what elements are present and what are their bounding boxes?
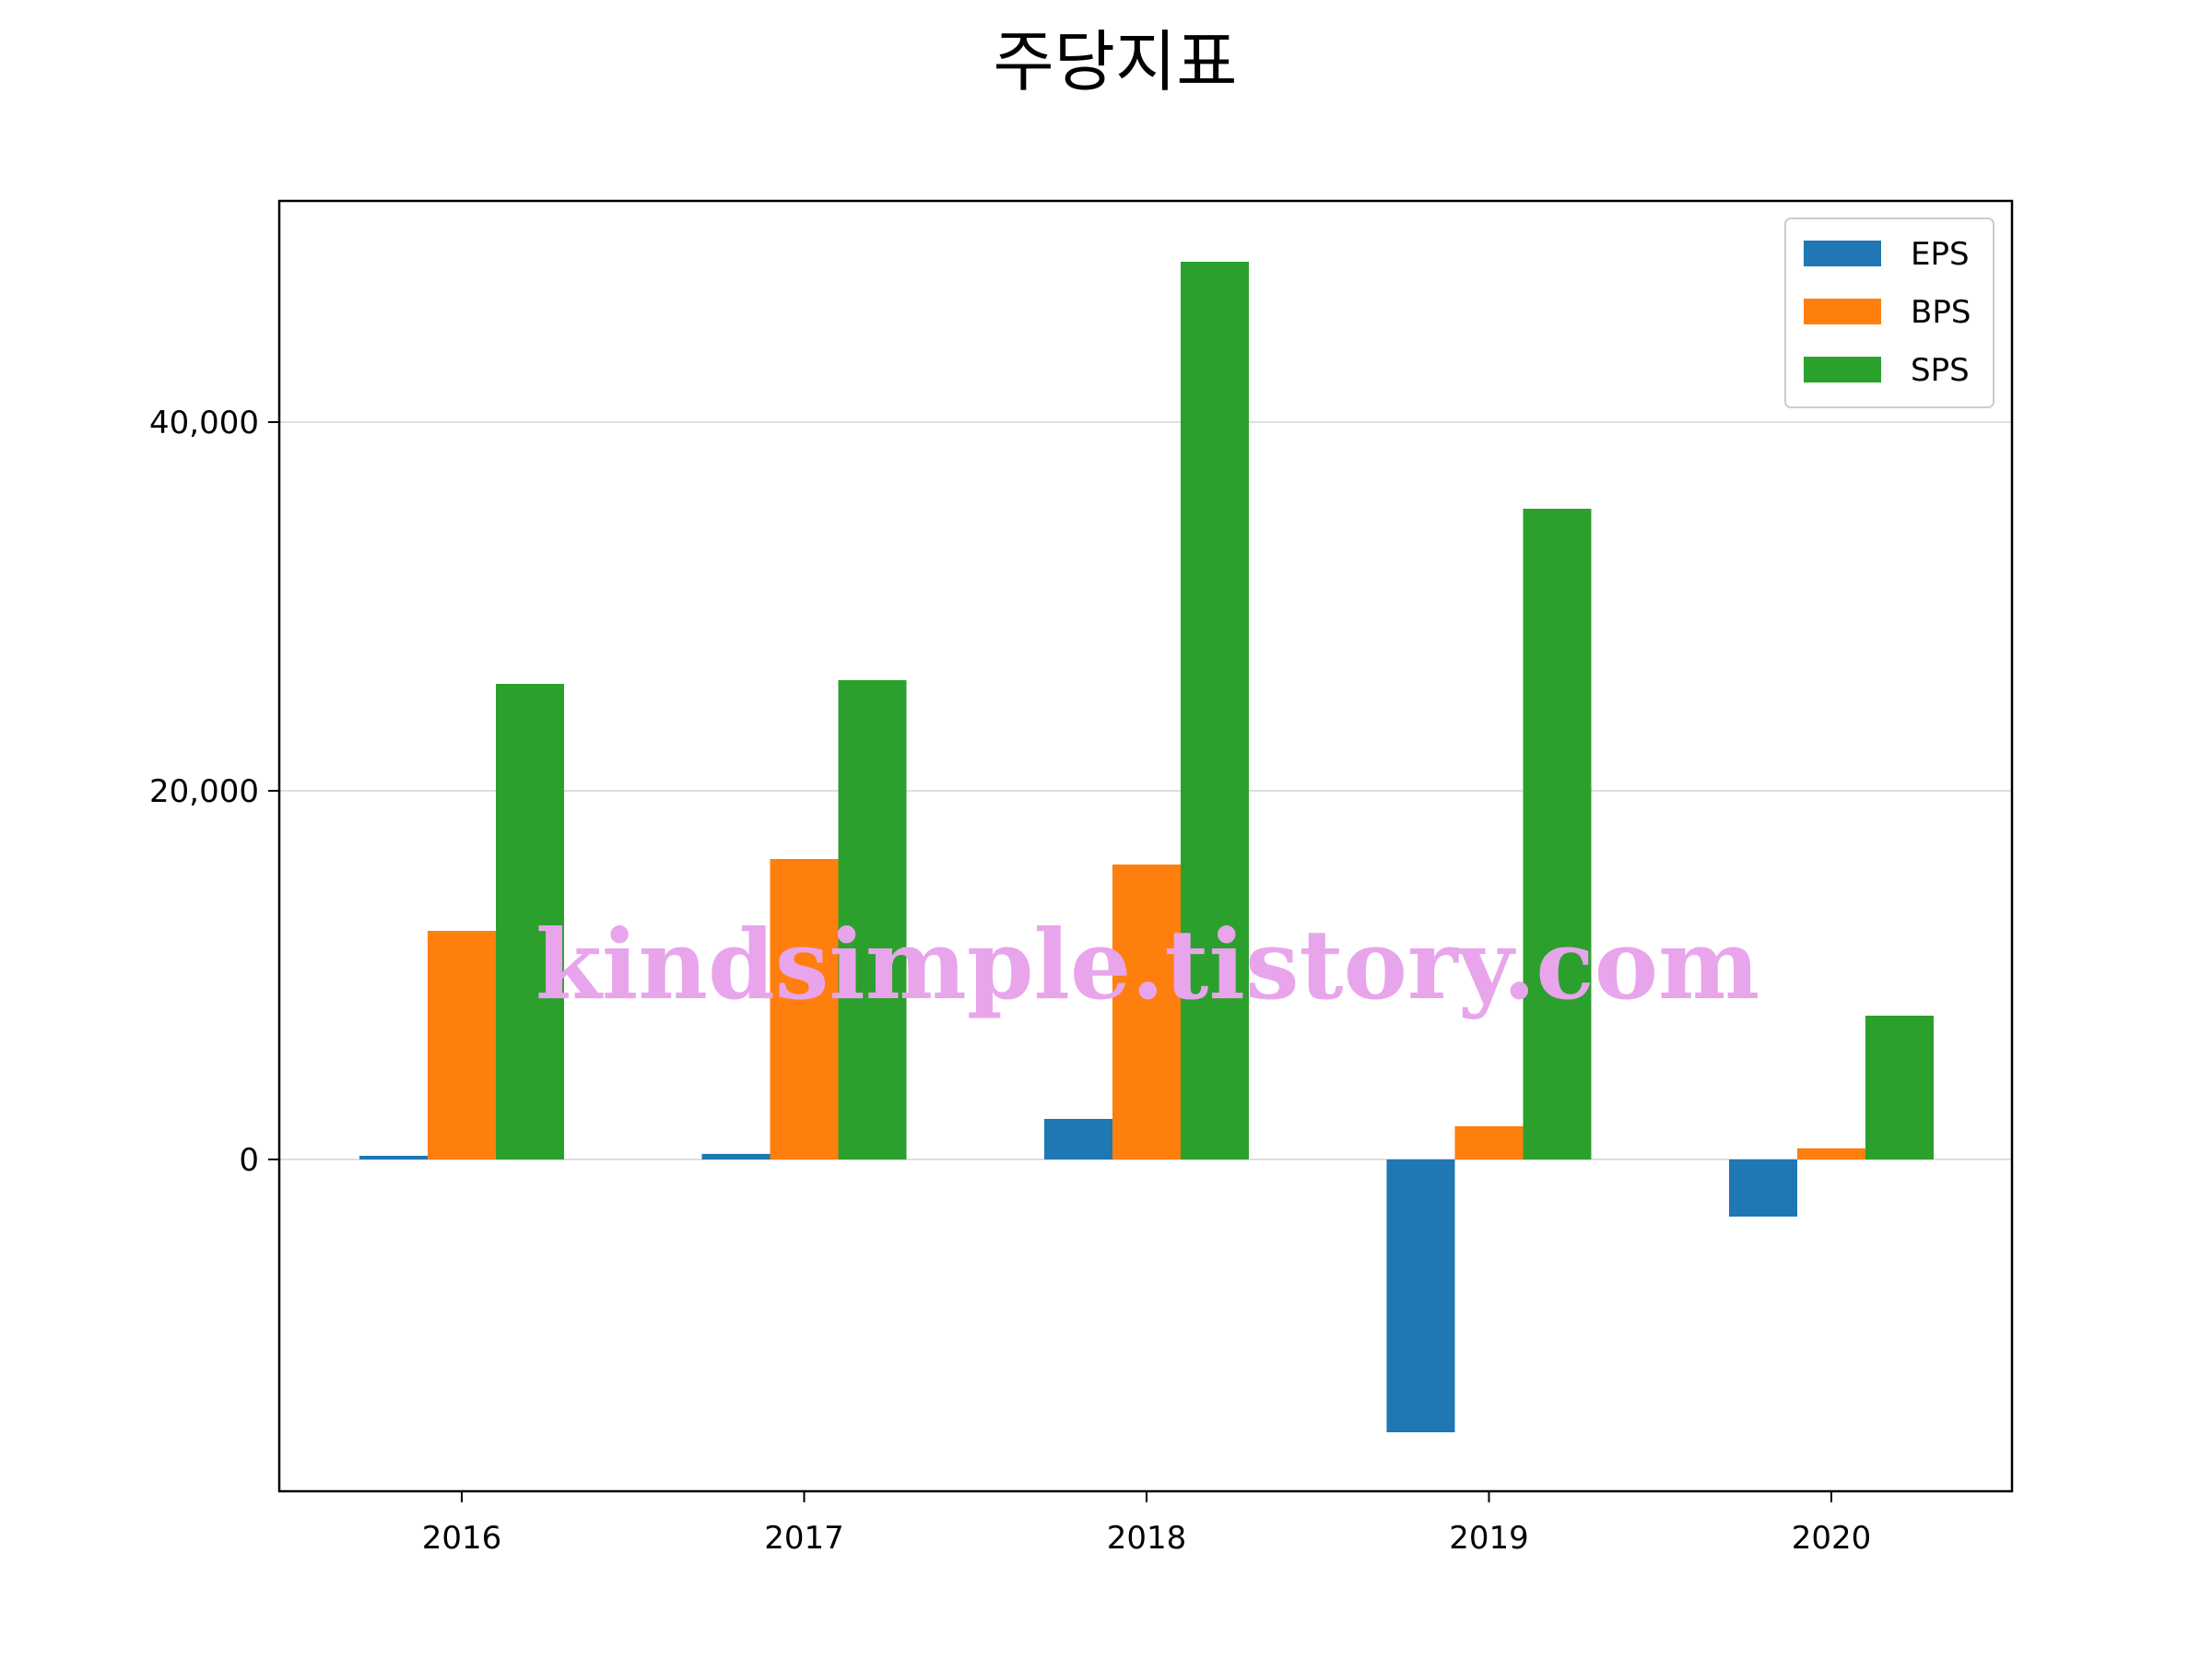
watermark: kindsimple.tistory.com <box>535 908 1759 1021</box>
legend-label-bps: BPS <box>1911 294 1971 331</box>
bar-bps-2018 <box>1112 865 1181 1159</box>
y-tick-label: 0 <box>239 1142 259 1179</box>
bar-eps-2017 <box>701 1154 771 1159</box>
legend-swatch-eps <box>1804 241 1881 266</box>
bar-bps-2020 <box>1797 1148 1865 1159</box>
bar-eps-2020 <box>1729 1159 1797 1217</box>
bar-eps-2018 <box>1044 1119 1112 1159</box>
x-tick-label: 2017 <box>764 1520 844 1557</box>
bar-bps-2019 <box>1454 1126 1524 1159</box>
x-tick-label: 2016 <box>422 1520 502 1557</box>
legend: EPS BPS SPS <box>1784 218 1994 408</box>
legend-swatch-sps <box>1804 357 1881 382</box>
bar-sps-2018 <box>1181 262 1249 1159</box>
x-axis: 2016 2017 2018 2019 2020 <box>422 1491 1872 1557</box>
bar-eps-2019 <box>1386 1159 1455 1432</box>
x-tick-label: 2019 <box>1449 1520 1529 1557</box>
bar-bps-2017 <box>770 859 839 1159</box>
bars <box>359 262 1934 1432</box>
chart-title: 주당지표 <box>994 23 1238 100</box>
legend-label-sps: SPS <box>1911 352 1970 389</box>
bar-sps-2016 <box>496 684 564 1159</box>
x-tick-label: 2020 <box>1792 1520 1872 1557</box>
bar-sps-2020 <box>1865 1016 1934 1159</box>
bar-sps-2019 <box>1523 509 1592 1159</box>
y-tick-label: 20,000 <box>149 773 259 810</box>
x-tick-label: 2018 <box>1107 1520 1187 1557</box>
bar-sps-2017 <box>838 680 907 1159</box>
y-axis: 0 20,000 40,000 <box>149 405 279 1179</box>
bar-eps-2016 <box>359 1156 428 1159</box>
bar-bps-2016 <box>428 931 496 1159</box>
legend-swatch-bps <box>1804 299 1881 324</box>
y-tick-label: 40,000 <box>149 405 259 441</box>
legend-label-eps: EPS <box>1911 236 1970 273</box>
